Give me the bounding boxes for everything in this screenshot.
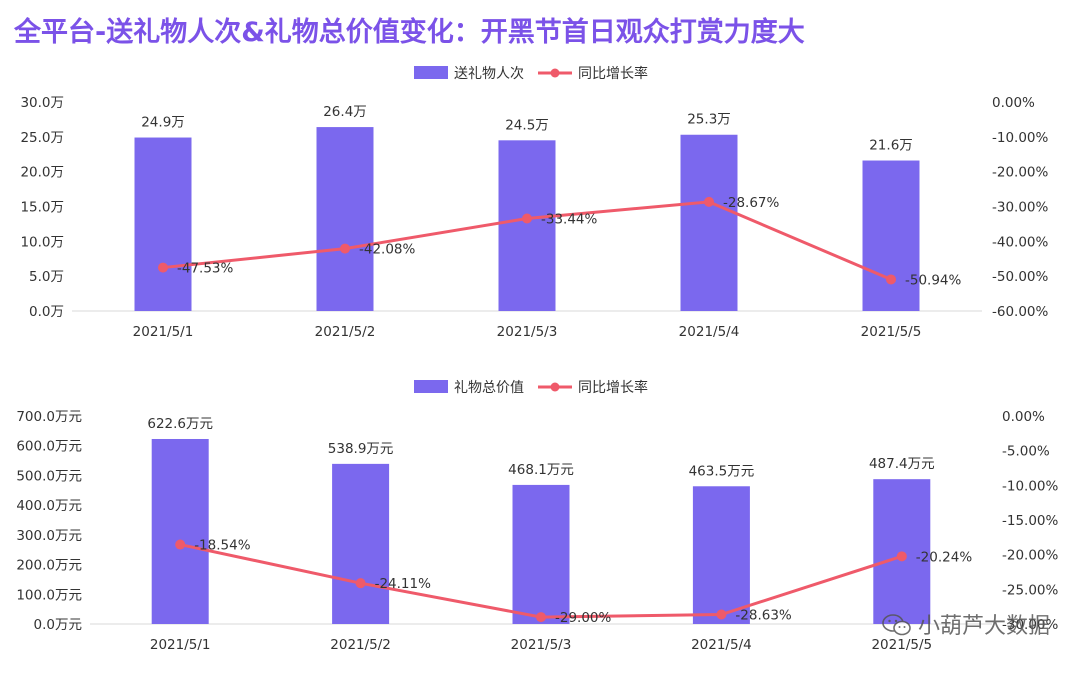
right-axis-tick: -25.00% [1002, 582, 1059, 598]
left-axis-tick: 15.0万 [20, 200, 64, 216]
legend-bar-label: 礼物总价值 [454, 380, 524, 396]
watermark: 小葫芦大数据 [882, 608, 1050, 640]
left-axis-tick: 0.0万元 [34, 617, 82, 633]
bar [316, 127, 374, 311]
x-axis-tick: 2021/5/4 [691, 637, 752, 652]
left-axis-tick: 600.0万元 [16, 439, 82, 455]
left-axis-tick: 5.0万 [29, 269, 64, 285]
right-axis-tick: -20.00% [1002, 548, 1059, 564]
legend-line-marker [550, 382, 560, 392]
growth-rate-label: -33.44% [541, 211, 598, 227]
x-axis-tick: 2021/5/1 [150, 637, 211, 652]
right-axis-tick: -60.00% [992, 304, 1049, 320]
growth-rate-label: -29.00% [555, 610, 612, 626]
left-axis-tick: 700.0万元 [16, 409, 82, 425]
right-axis-tick: -10.00% [1002, 478, 1059, 494]
right-axis-tick: -20.00% [992, 165, 1049, 181]
bar [151, 438, 209, 624]
growth-rate-label: -50.94% [905, 272, 962, 288]
growth-rate-point [175, 539, 186, 550]
legend-bar-label: 送礼物人次 [454, 66, 524, 82]
x-axis-tick: 2021/5/5 [871, 637, 932, 652]
growth-rate-point [340, 243, 350, 254]
bar [512, 484, 570, 624]
bar [498, 140, 556, 311]
growth-rate-point [716, 609, 727, 620]
left-axis-tick: 25.0万 [20, 130, 64, 146]
right-axis-tick: -10.00% [992, 130, 1049, 146]
x-axis-tick: 2021/5/5 [861, 324, 922, 340]
bar [332, 463, 390, 624]
left-axis-tick: 300.0万元 [16, 528, 82, 544]
bar [680, 134, 738, 311]
right-axis-tick: 0.00% [1002, 409, 1045, 425]
right-axis-tick: -50.00% [992, 269, 1049, 285]
growth-rate-point [886, 274, 896, 285]
growth-rate-point [704, 196, 714, 207]
right-axis-tick: -40.00% [992, 234, 1049, 250]
growth-rate-point [355, 578, 366, 589]
x-axis-tick: 2021/5/2 [330, 637, 391, 652]
bar-value-label: 622.6万元 [147, 416, 213, 432]
growth-rate-label: -47.53% [177, 261, 234, 277]
bar-value-label: 24.5万 [505, 117, 549, 133]
chart-gift-value: 礼物总价值 同比增长率 0.0万元 100.0万元 200.0万元 300.0万元 400.… [16, 379, 1059, 652]
x-axis-tick: 2021/5/1 [133, 324, 194, 340]
x-axis-tick: 2021/5/2 [315, 324, 376, 340]
bar-value-label: 487.4万元 [869, 456, 935, 472]
chart-gift-senders: 送礼物人次 同比增长率 0.0万 5.0万 10.0万 15.0万 20.0万 25.0万 30… [20, 65, 1049, 340]
growth-rate-label: -28.67% [723, 195, 780, 211]
bar-value-label: 24.9万 [141, 115, 185, 131]
bar-value-label: 463.5万元 [689, 463, 755, 479]
growth-rate-label: -28.63% [735, 608, 792, 624]
growth-rate-label: -24.11% [375, 576, 432, 592]
left-axis-tick: 400.0万元 [16, 498, 82, 514]
left-axis-tick: 0.0万 [29, 304, 64, 320]
growth-rate-label: -18.54% [194, 538, 251, 554]
page-title: 全平台-送礼物人次&礼物总价值变化：开黑节首日观众打赏力度大 [14, 17, 805, 48]
left-axis-tick: 20.0万 [20, 165, 64, 181]
watermark-text: 小葫芦大数据 [917, 614, 1050, 639]
right-axis-tick: -15.00% [1002, 513, 1059, 529]
bar [692, 486, 750, 624]
bar [862, 160, 920, 311]
bar-value-label: 538.9万元 [328, 441, 394, 457]
bar [134, 137, 192, 311]
right-axis-tick: -5.00% [1002, 444, 1050, 460]
left-axis-tick: 30.0万 [20, 95, 64, 111]
legend-bar-swatch [414, 66, 448, 79]
growth-rate-label: -20.24% [916, 549, 973, 565]
growth-rate-point [536, 612, 546, 623]
right-axis-tick: 0.00% [992, 95, 1035, 111]
growth-rate-point [158, 262, 168, 273]
right-axis-tick: -30.00% [992, 200, 1049, 216]
x-axis-tick: 2021/5/3 [497, 324, 558, 340]
x-axis-tick: 2021/5/3 [511, 637, 572, 652]
left-axis-tick: 100.0万元 [16, 587, 82, 603]
legend-line-label: 同比增长率 [578, 65, 648, 82]
bar-value-label: 468.1万元 [508, 462, 574, 478]
wechat-icon [882, 614, 911, 636]
left-axis-tick: 500.0万元 [16, 468, 82, 484]
right-axis-tick: -30.00% [1002, 617, 1059, 633]
x-axis-tick: 2021/5/4 [679, 324, 740, 340]
growth-rate-point [522, 213, 532, 224]
bar-value-label: 21.6万 [869, 138, 913, 154]
bar-value-label: 25.3万 [687, 112, 731, 128]
left-axis-tick: 10.0万 [20, 234, 64, 250]
growth-rate-label: -42.08% [359, 242, 416, 258]
legend-line-marker [550, 68, 560, 78]
bar-value-label: 26.4万 [323, 104, 367, 120]
legend-line-label: 同比增长率 [578, 379, 648, 396]
left-axis-tick: 200.0万元 [16, 558, 82, 574]
legend-bar-swatch [414, 380, 448, 393]
growth-rate-point [896, 551, 907, 562]
